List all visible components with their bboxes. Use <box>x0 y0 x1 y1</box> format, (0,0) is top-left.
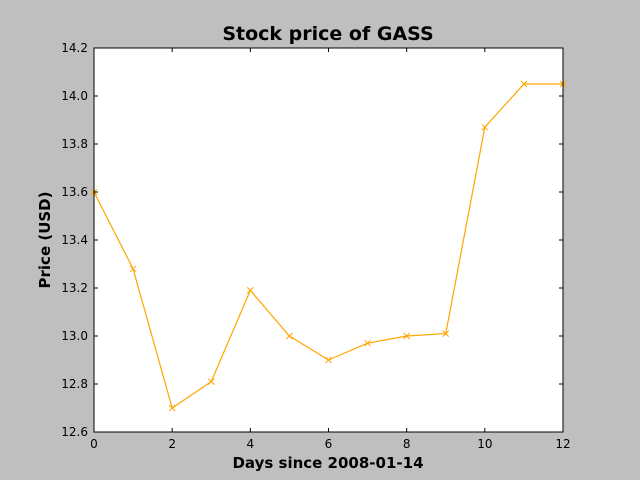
y-axis-label: Price (USD) <box>36 192 54 289</box>
y-tick-label: 12.8 <box>61 377 88 391</box>
y-tick-label: 12.6 <box>61 425 88 439</box>
x-tick-label: 0 <box>90 437 98 451</box>
data-point <box>364 339 371 347</box>
data-point <box>246 287 254 294</box>
x-axis-label: Days since 2008-01-14 <box>232 454 423 472</box>
y-tick-label: 13.8 <box>61 137 88 151</box>
x-tick-label: 4 <box>247 437 255 451</box>
data-layer <box>90 80 567 412</box>
data-point <box>520 80 528 88</box>
data-point <box>403 332 411 340</box>
x-tick-label: 8 <box>403 437 411 451</box>
data-point <box>129 265 137 273</box>
x-tick-label: 6 <box>325 437 333 451</box>
y-tick-label: 13.0 <box>61 329 88 343</box>
y-tick-label: 13.2 <box>61 281 88 295</box>
data-point <box>207 378 215 385</box>
data-point <box>442 330 450 337</box>
ticks-layer: 0 2 4 6 8 10 12 12.6 12.8 13.0 13.2 13.4 13.6 13.8 14.… <box>61 41 570 451</box>
chart-title: Stock price of GASS <box>222 23 433 45</box>
data-point <box>286 332 293 340</box>
x-tick-label: 12 <box>555 437 570 451</box>
data-point <box>325 356 332 364</box>
x-tick-label: 2 <box>168 437 176 451</box>
data-point <box>168 404 176 412</box>
y-tick-label: 13.6 <box>61 185 88 199</box>
plot-area <box>94 48 563 432</box>
data-point <box>481 123 489 131</box>
y-tick-label: 14.0 <box>61 89 88 103</box>
y-tick-label: 13.4 <box>61 233 88 247</box>
x-tick-label: 10 <box>477 437 492 451</box>
y-tick-label: 14.2 <box>61 41 88 55</box>
